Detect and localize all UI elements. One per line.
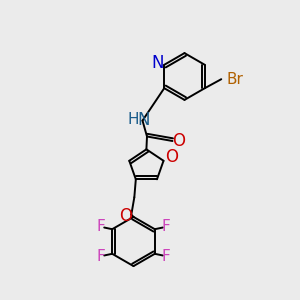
Text: F: F (162, 249, 171, 264)
Text: H: H (128, 112, 139, 128)
Text: N: N (138, 111, 150, 129)
Text: O: O (165, 148, 178, 166)
Text: O: O (119, 207, 132, 225)
Text: F: F (96, 219, 105, 234)
Text: Br: Br (227, 72, 244, 87)
Text: O: O (172, 132, 186, 150)
Text: F: F (96, 249, 105, 264)
Text: F: F (162, 219, 171, 234)
Text: N: N (152, 54, 164, 72)
